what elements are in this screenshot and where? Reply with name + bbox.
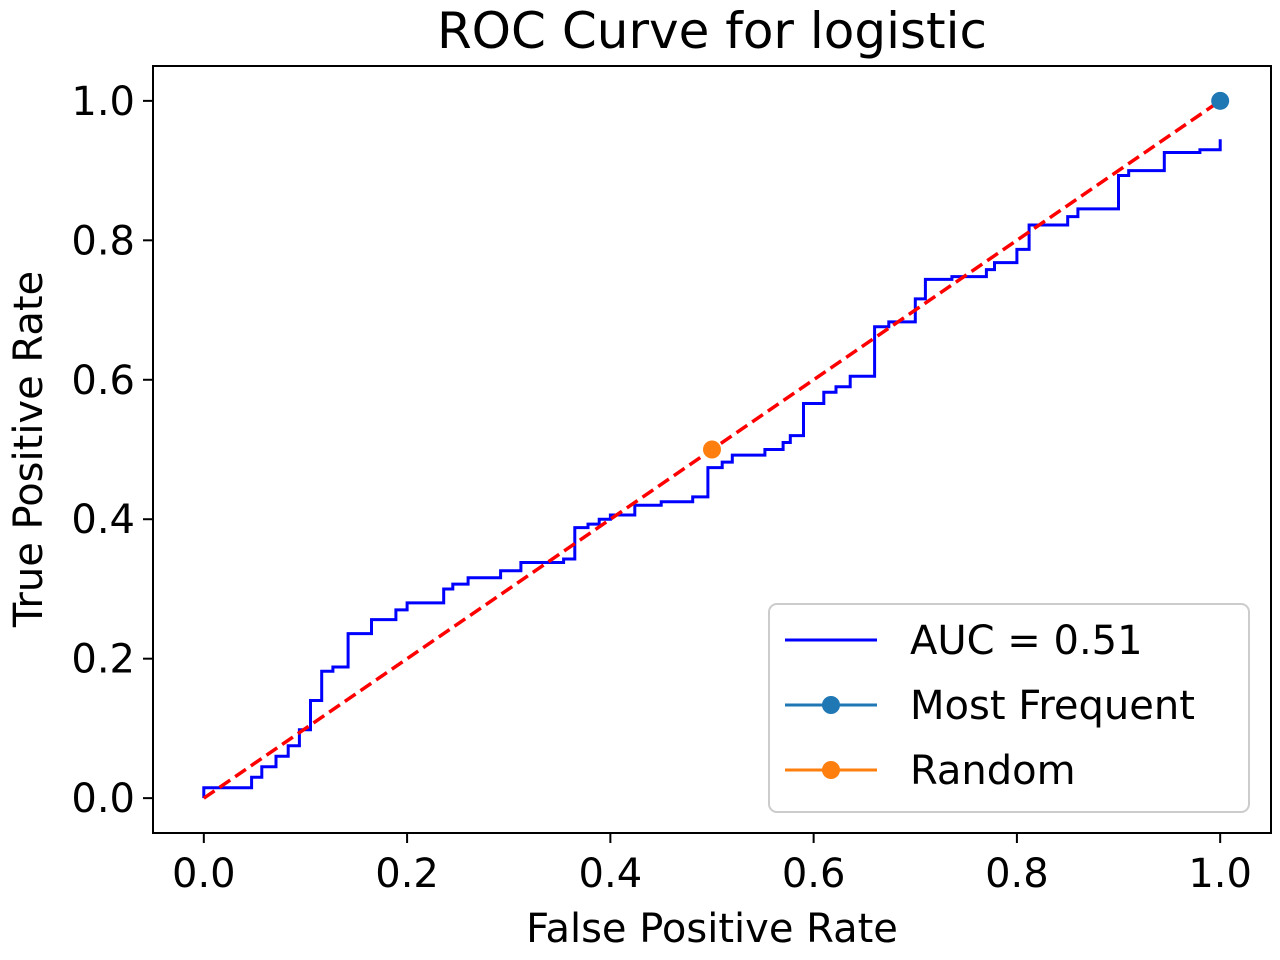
random-point [703, 441, 721, 459]
x-axis-label: False Positive Rate [526, 906, 898, 952]
most-frequent-point [1211, 92, 1229, 110]
x-tick-label: 0.2 [375, 851, 439, 897]
x-tick-label: 0.8 [985, 851, 1049, 897]
legend-label-auc-0-51: AUC = 0.51 [910, 618, 1143, 664]
chart-title: ROC Curve for logistic [437, 2, 987, 60]
legend-marker-random [822, 761, 840, 779]
y-tick-label: 0.0 [71, 776, 135, 822]
y-tick-label: 0.8 [71, 218, 135, 264]
legend-label-random: Random [910, 748, 1076, 794]
legend-label-most-frequent: Most Frequent [910, 683, 1195, 729]
x-tick-label: 0.4 [579, 851, 643, 897]
x-tick-label: 0.0 [172, 851, 236, 897]
y-tick-label: 0.2 [71, 637, 135, 683]
y-tick-label: 0.6 [71, 358, 135, 404]
legend-marker-most-frequent [822, 696, 840, 714]
x-tick-label: 0.6 [782, 851, 846, 897]
legend: AUC = 0.51 Most Frequent Random [769, 604, 1249, 812]
y-tick-label: 1.0 [71, 79, 135, 125]
y-tick-label: 0.4 [71, 497, 135, 543]
x-tick-label: 1.0 [1188, 851, 1252, 897]
y-axis-label: True Positive Rate [6, 271, 52, 628]
